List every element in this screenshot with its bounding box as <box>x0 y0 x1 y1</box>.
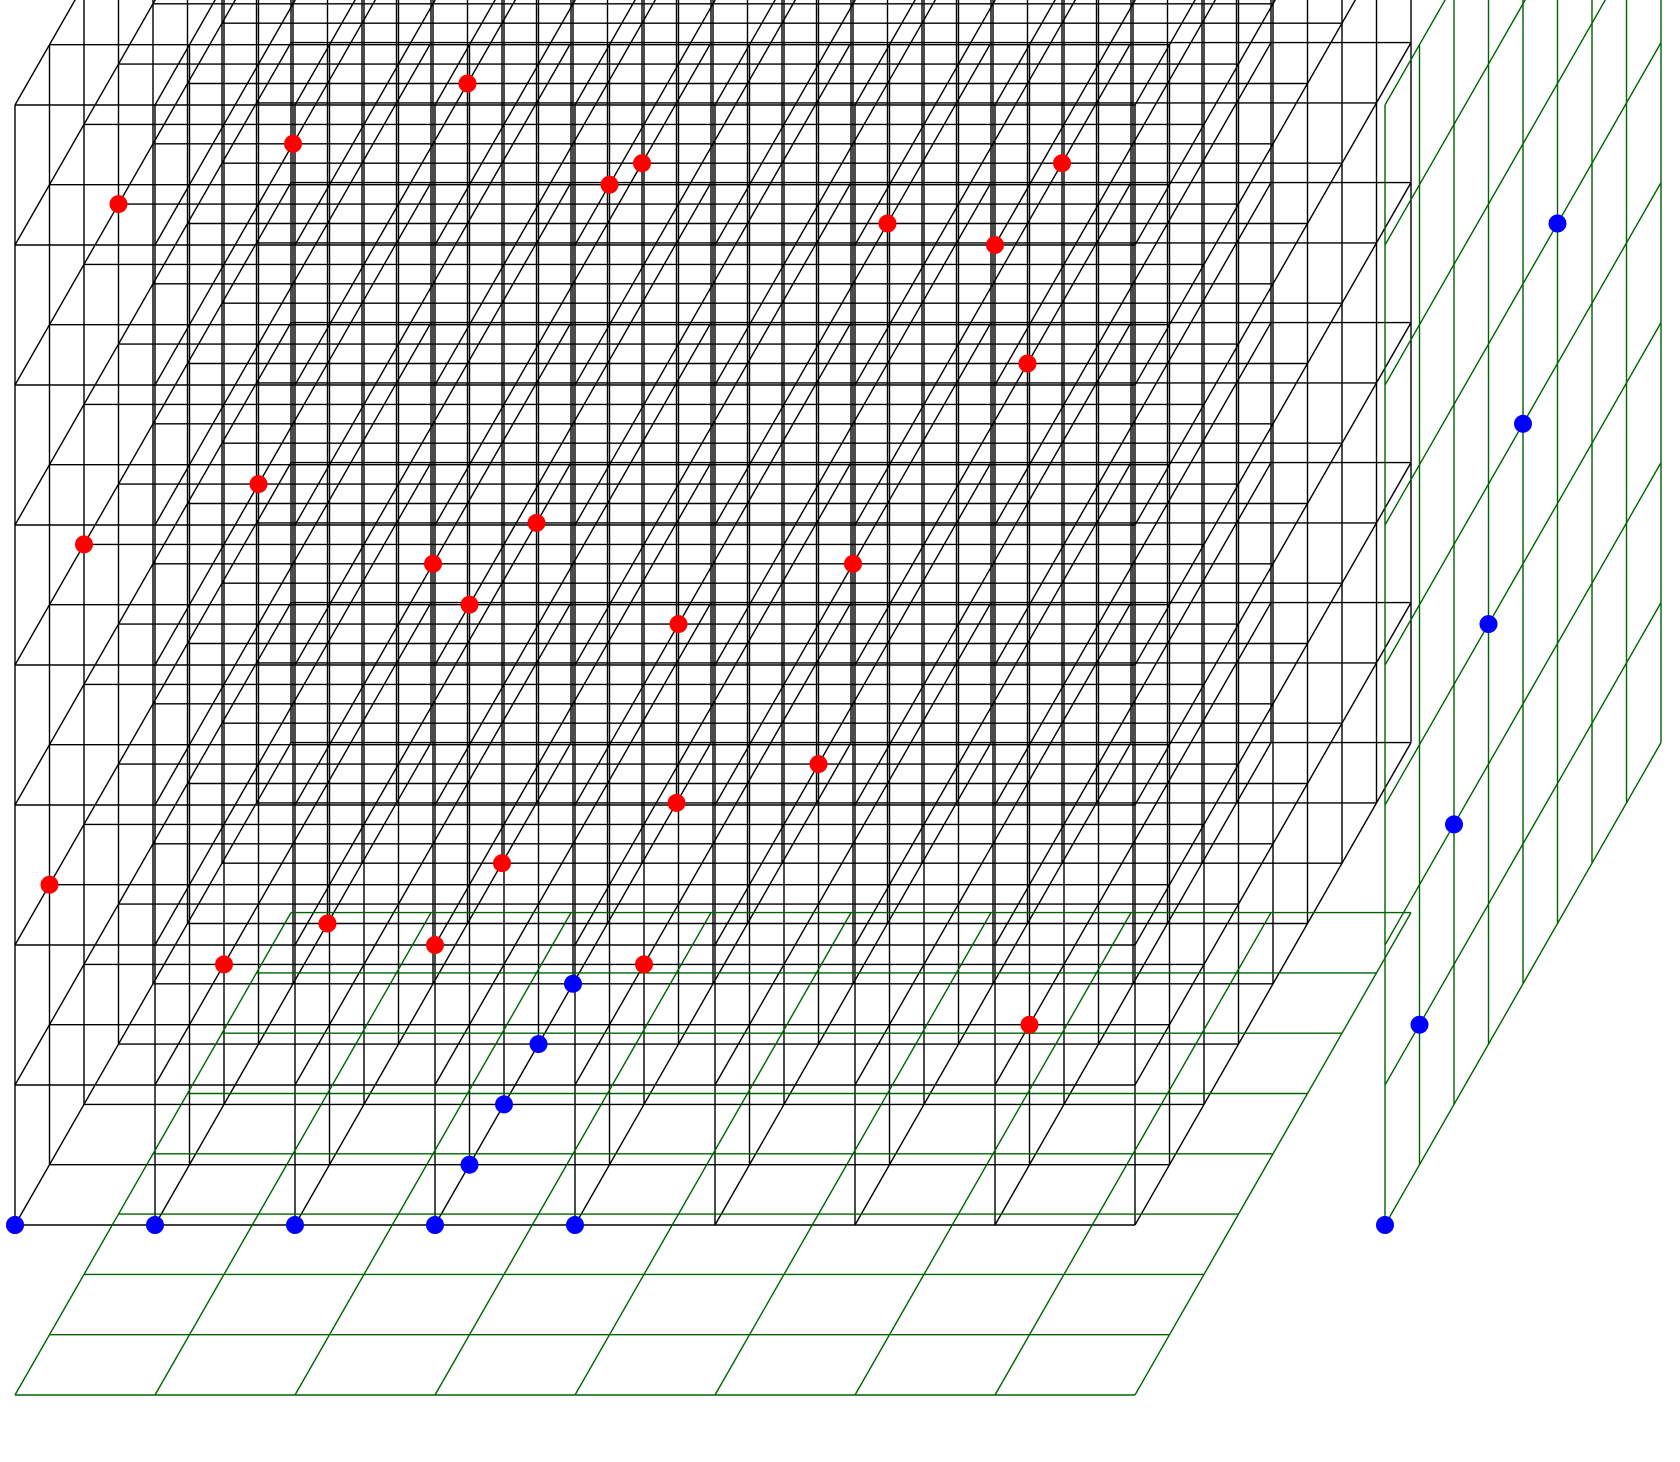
lattice-edge <box>854 0 1077 386</box>
lattice-edge <box>994 42 1272 526</box>
lattice-point <box>40 875 59 894</box>
floor-grid-line <box>994 912 1272 1396</box>
lattice-point <box>75 535 93 554</box>
lattice-point <box>424 554 442 573</box>
lattice-point <box>426 936 444 954</box>
lattice-edge <box>854 42 1132 526</box>
floor-projection-point <box>529 1035 548 1054</box>
cube-lattice-grid <box>14 0 1412 1226</box>
lattice-edge <box>1134 0 1196 106</box>
lattice-edge <box>434 0 496 106</box>
floor-projection-points <box>6 974 584 1234</box>
floor-projection-point <box>426 1216 444 1234</box>
side-grid-line <box>1384 0 1607 386</box>
lattice-point <box>667 793 686 812</box>
floor-grid-line <box>574 912 852 1396</box>
lattice-point <box>635 955 653 974</box>
side-grid-line <box>1384 0 1446 106</box>
floor-grid-line <box>714 912 992 1396</box>
lattice-edge <box>994 0 1217 386</box>
side-grid-line <box>1384 42 1662 526</box>
floor-projection-point <box>6 1216 24 1234</box>
floor-projection-point <box>286 1216 304 1234</box>
lattice-point <box>284 134 302 153</box>
lattice-points <box>6 74 1071 1234</box>
lattice-point <box>1018 354 1037 373</box>
lattice-point <box>458 74 477 93</box>
floor-projection-point <box>564 974 582 993</box>
lattice-edge <box>714 0 776 106</box>
side-projection-grid <box>1384 0 1662 1226</box>
lattice-edge <box>574 0 636 106</box>
lattice-point <box>633 154 651 173</box>
lattice-edge <box>1134 182 1412 666</box>
lattice-point <box>844 554 862 573</box>
side-grid-line <box>1384 0 1526 246</box>
lattice-point <box>809 755 828 774</box>
floor-grid-line <box>1134 912 1412 1396</box>
lattice-edge <box>994 0 1056 106</box>
lattice-edge <box>1134 0 1357 386</box>
floor-projection-point <box>460 1155 479 1174</box>
lattice-edge <box>1134 42 1412 526</box>
floor-projection-grid <box>14 911 1412 1396</box>
side-projection-point <box>1410 1015 1429 1034</box>
lattice-point <box>878 214 897 233</box>
lattice-point <box>527 513 546 532</box>
lattice-edge <box>714 42 992 526</box>
lattice-point <box>109 195 128 214</box>
lattice-point <box>493 854 511 873</box>
side-projection-point <box>1479 615 1498 634</box>
lattice-edge <box>574 182 852 666</box>
side-projection-point <box>1548 214 1567 233</box>
lattice-point <box>986 236 1004 254</box>
lattice-point <box>1020 1015 1039 1034</box>
lattice-edge <box>994 182 1272 666</box>
lattice-edge <box>14 0 76 106</box>
floor-grid-line <box>854 912 1132 1396</box>
lattice-edge <box>714 182 992 666</box>
lattice-point <box>215 955 233 974</box>
side-projection-points <box>1376 214 1567 1234</box>
lattice-point <box>669 615 688 634</box>
floor-projection-point <box>146 1216 164 1234</box>
floor-projection-point <box>566 1216 584 1234</box>
lattice-point <box>600 175 619 194</box>
lattice-edge <box>154 0 216 106</box>
lattice-edge <box>994 0 1136 246</box>
side-projection-point <box>1376 1216 1394 1234</box>
lattice-point <box>460 595 479 614</box>
lattice-point <box>318 914 337 933</box>
floor-projection-point <box>495 1095 513 1114</box>
lattice-edge <box>1134 0 1276 246</box>
side-projection-point <box>1445 815 1463 834</box>
lattice-point <box>249 475 268 494</box>
lattice-edge <box>854 182 1132 666</box>
side-projection-point <box>1514 414 1532 433</box>
lattice-edge <box>854 0 916 106</box>
lattice-edge <box>294 0 356 106</box>
lattice-point <box>1053 154 1071 173</box>
